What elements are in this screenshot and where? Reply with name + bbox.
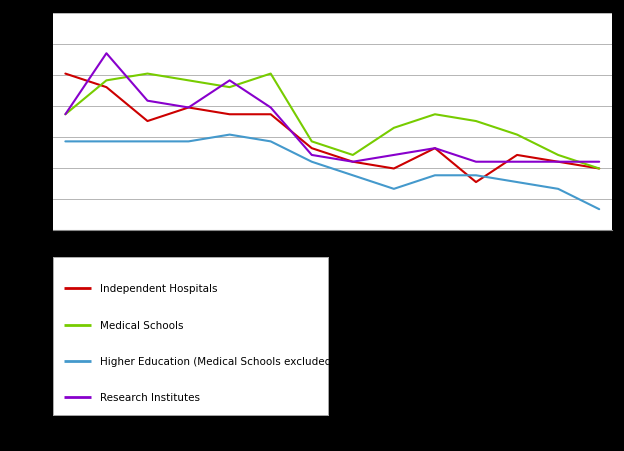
Medical Schools xyxy=(554,153,562,158)
Independent Hospitals xyxy=(103,85,110,91)
Line: Medical Schools: Medical Schools xyxy=(66,74,599,169)
Medical Schools xyxy=(226,85,233,91)
Higher Education (Medical Schools excluded) xyxy=(144,139,151,145)
Independent Hospitals xyxy=(62,72,69,77)
Independent Hospitals xyxy=(349,160,356,165)
Higher Education (Medical Schools excluded) xyxy=(62,139,69,145)
Text: Research Institutes: Research Institutes xyxy=(100,392,200,403)
Independent Hospitals xyxy=(185,106,192,111)
Medical Schools xyxy=(308,139,316,145)
Higher Education (Medical Schools excluded) xyxy=(472,173,480,179)
Higher Education (Medical Schools excluded) xyxy=(185,139,192,145)
Independent Hospitals xyxy=(308,146,316,152)
Independent Hospitals xyxy=(144,119,151,124)
Independent Hospitals xyxy=(595,166,603,172)
Higher Education (Medical Schools excluded) xyxy=(267,139,275,145)
Higher Education (Medical Schools excluded) xyxy=(431,173,439,179)
Medical Schools xyxy=(595,166,603,172)
Medical Schools xyxy=(472,119,480,124)
Research Institutes xyxy=(431,146,439,152)
Medical Schools xyxy=(431,112,439,118)
Higher Education (Medical Schools excluded) xyxy=(554,187,562,192)
Independent Hospitals xyxy=(226,112,233,118)
Line: Higher Education (Medical Schools excluded): Higher Education (Medical Schools exclud… xyxy=(66,135,599,210)
Research Institutes xyxy=(267,106,275,111)
Independent Hospitals xyxy=(267,112,275,118)
Independent Hospitals xyxy=(472,180,480,185)
Research Institutes xyxy=(226,78,233,84)
Higher Education (Medical Schools excluded) xyxy=(308,160,316,165)
Research Institutes xyxy=(103,51,110,57)
Text: Independent Hospitals: Independent Hospitals xyxy=(100,284,217,294)
Research Institutes xyxy=(514,160,521,165)
Research Institutes xyxy=(554,160,562,165)
Independent Hospitals xyxy=(514,153,521,158)
Independent Hospitals xyxy=(431,146,439,152)
Independent Hospitals xyxy=(554,160,562,165)
Higher Education (Medical Schools excluded) xyxy=(349,173,356,179)
Research Institutes xyxy=(349,160,356,165)
Medical Schools xyxy=(62,112,69,118)
Text: Medical Schools: Medical Schools xyxy=(100,320,183,330)
Text: Higher Education (Medical Schools excluded): Higher Education (Medical Schools exclud… xyxy=(100,356,335,366)
Higher Education (Medical Schools excluded) xyxy=(226,133,233,138)
Higher Education (Medical Schools excluded) xyxy=(514,180,521,185)
Medical Schools xyxy=(514,133,521,138)
Medical Schools xyxy=(349,153,356,158)
Research Institutes xyxy=(390,153,397,158)
Research Institutes xyxy=(595,160,603,165)
Medical Schools xyxy=(185,78,192,84)
Medical Schools xyxy=(144,72,151,77)
Medical Schools xyxy=(103,78,110,84)
Line: Independent Hospitals: Independent Hospitals xyxy=(66,74,599,183)
Higher Education (Medical Schools excluded) xyxy=(390,187,397,192)
Research Institutes xyxy=(308,153,316,158)
Higher Education (Medical Schools excluded) xyxy=(595,207,603,212)
Research Institutes xyxy=(472,160,480,165)
Independent Hospitals xyxy=(390,166,397,172)
Research Institutes xyxy=(62,112,69,118)
Line: Research Institutes: Research Institutes xyxy=(66,54,599,162)
Medical Schools xyxy=(390,126,397,131)
Research Institutes xyxy=(185,106,192,111)
Higher Education (Medical Schools excluded) xyxy=(103,139,110,145)
Medical Schools xyxy=(267,72,275,77)
Research Institutes xyxy=(144,99,151,104)
